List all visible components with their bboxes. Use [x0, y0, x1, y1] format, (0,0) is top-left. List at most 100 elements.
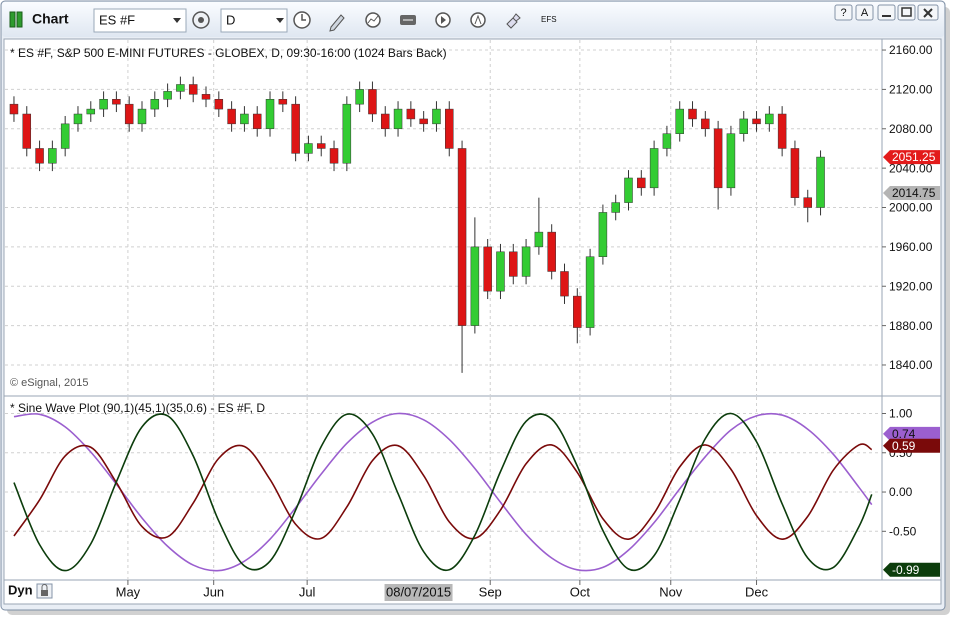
candle-body — [688, 108, 697, 120]
candle-body — [790, 148, 800, 198]
price-pane-title: * ES #F, S&P 500 E-MINI FUTURES - GLOBEX… — [10, 46, 447, 60]
candle-body — [342, 103, 352, 164]
candle-body — [739, 118, 748, 134]
candle-body — [9, 103, 19, 115]
candle-body — [86, 108, 96, 115]
candle-body — [483, 246, 492, 292]
candle-body — [124, 103, 134, 125]
candle-body — [611, 202, 620, 213]
candle-body — [355, 89, 364, 105]
candle-body — [252, 113, 262, 130]
font-button[interactable]: A — [855, 4, 874, 21]
studies-button[interactable] — [365, 12, 381, 28]
candle-body — [240, 113, 249, 125]
maximize-button[interactable] — [897, 4, 916, 21]
candle-body — [163, 91, 172, 100]
y-tick-label: 2000.00 — [889, 201, 933, 215]
candle-body — [713, 128, 723, 189]
study-pane-title: * Sine Wave Plot (90,1)(45,1)(35,0.6) - … — [10, 401, 265, 415]
value-marker-label: 2051.25 — [892, 150, 936, 164]
y-tick-label: 0.00 — [889, 485, 913, 499]
x-tick-label: Sep — [479, 584, 502, 599]
value-marker-label: 0.59 — [892, 439, 916, 453]
help-button[interactable]: ? — [834, 4, 853, 21]
candle-body — [547, 231, 556, 272]
sine-line — [13, 412, 873, 572]
value-marker — [883, 150, 940, 165]
candle-body — [35, 148, 44, 164]
x-tick-label: Dec — [745, 584, 769, 599]
get-button[interactable] — [400, 15, 416, 25]
time-button[interactable] — [293, 11, 311, 29]
candle-body — [329, 148, 339, 164]
candle-body — [496, 251, 505, 292]
minimize-button[interactable] — [877, 4, 896, 21]
y-tick-label: -0.50 — [889, 524, 917, 538]
candle-body — [445, 108, 454, 149]
x-tick-label: Nov — [659, 584, 683, 599]
value-marker — [883, 185, 940, 200]
lock-button[interactable] — [36, 583, 53, 599]
candle-body — [150, 98, 160, 110]
sine-line — [13, 443, 873, 540]
y-tick-label: 1840.00 — [889, 358, 933, 372]
candle-body — [816, 156, 825, 208]
candle-body — [803, 197, 812, 208]
candle-body — [380, 113, 390, 130]
candle-body — [214, 98, 224, 110]
x-tick-label: Oct — [570, 584, 591, 599]
sine-line — [13, 412, 873, 572]
candle-body — [393, 108, 403, 130]
candle-body — [432, 108, 441, 125]
candle-body — [304, 143, 313, 154]
value-marker — [883, 438, 940, 453]
y-tick-label: 1920.00 — [889, 279, 933, 293]
candle-body — [316, 143, 326, 149]
settings-button[interactable] — [192, 11, 210, 29]
value-marker-label: 2014.75 — [892, 186, 936, 200]
copyright-note: © eSignal, 2015 — [10, 377, 88, 389]
candle-body — [368, 89, 377, 115]
candle-body — [509, 251, 518, 277]
grid-layer — [5, 40, 882, 580]
draw-tool-button[interactable] — [329, 14, 345, 32]
help-label: ? — [840, 7, 846, 19]
candle-body — [701, 118, 710, 130]
value-marker-label: 0.74 — [892, 427, 916, 441]
symbol-dropdown[interactable]: ES #F — [93, 8, 187, 33]
app-icon — [9, 11, 23, 28]
candle-body — [201, 94, 211, 100]
y-tick-label: 1960.00 — [889, 240, 933, 254]
value-marker-label: -0.99 — [892, 563, 920, 577]
candle-body — [624, 177, 633, 203]
candle-body — [598, 212, 608, 257]
candle-body — [585, 256, 595, 328]
candle-body — [726, 133, 736, 189]
candle-body — [265, 98, 275, 130]
symbol: ES #F — [99, 12, 135, 27]
candle-body — [406, 108, 416, 120]
replay-button[interactable] — [435, 12, 451, 28]
close-button[interactable] — [917, 4, 939, 21]
candle-body — [777, 113, 787, 149]
alert-button[interactable] — [470, 12, 486, 28]
candle-body — [457, 148, 467, 326]
range-mode[interactable]: Dyn — [8, 582, 33, 597]
candle-body — [637, 177, 646, 189]
y-tick-label: 2160.00 — [889, 43, 933, 57]
candle-body — [765, 113, 774, 125]
efs-button[interactable]: EFS — [541, 15, 557, 24]
window-title: Chart — [32, 11, 69, 27]
candle-body — [560, 271, 569, 297]
candle-body — [278, 98, 288, 105]
x-tick-label: Jun — [203, 584, 224, 599]
y-tick-label: 2040.00 — [889, 161, 933, 175]
candle-body — [48, 148, 57, 164]
candle-body — [662, 133, 672, 149]
interval-dropdown[interactable]: D — [220, 8, 288, 33]
x-tick-label: May — [116, 584, 141, 599]
candle-body — [470, 246, 480, 326]
font-label: A — [861, 7, 869, 19]
tools-button[interactable] — [506, 13, 521, 29]
